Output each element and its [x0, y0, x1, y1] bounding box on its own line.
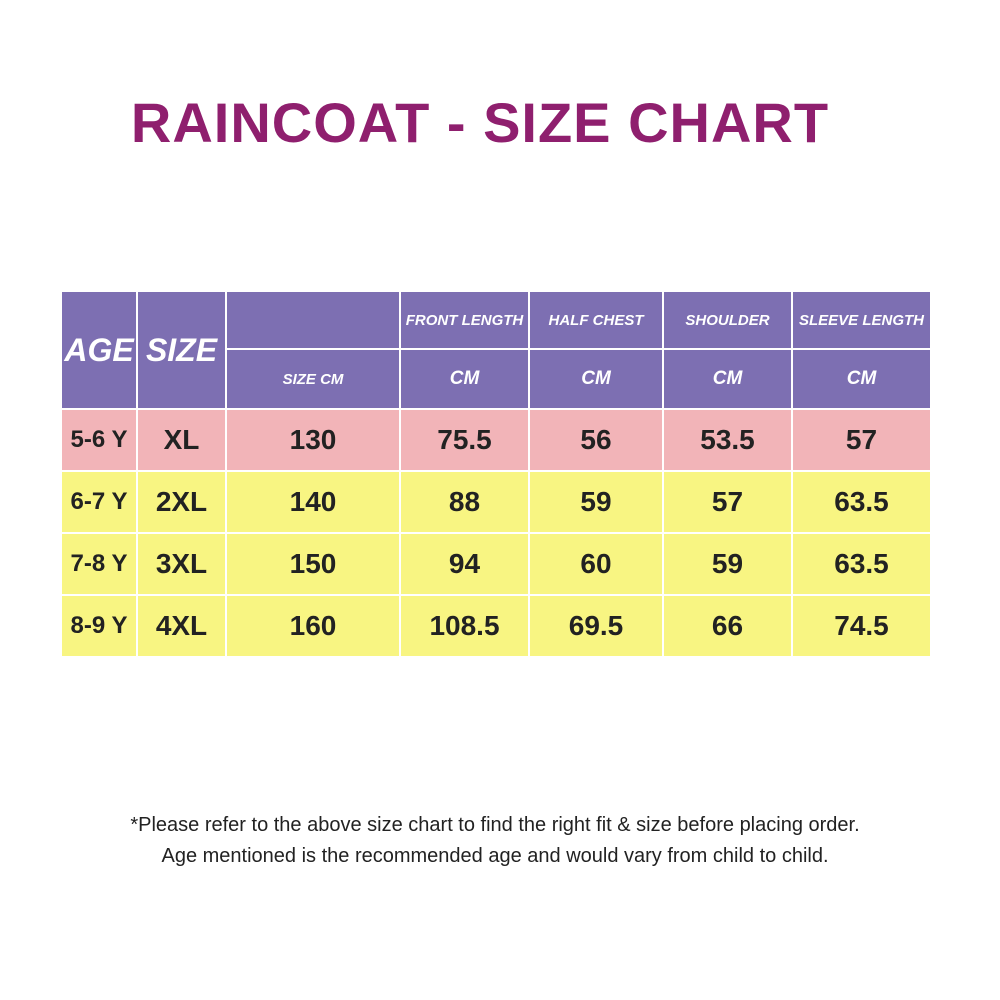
header-size: SIZE	[136, 290, 227, 410]
measurement-cell: 130	[225, 408, 401, 472]
header-column-unit: CM	[662, 348, 793, 410]
size-chart-table: AGE SIZE FRONT LENGTH HALF CHEST SHOULDE…	[60, 290, 932, 658]
header-column-label: HALF CHEST	[528, 290, 664, 350]
page-title: RAINCOAT - SIZE CHART	[130, 91, 830, 154]
measurement-cell: 74.5	[791, 594, 932, 658]
measurement-cell: 63.5	[791, 532, 932, 596]
measurement-cell: 94	[399, 532, 530, 596]
age-cell: 7-8 Y	[60, 532, 138, 596]
measurement-cell: 160	[225, 594, 401, 658]
table-row: 7-8 Y 3XL 150 94 60 59 63.5	[60, 532, 932, 596]
measurement-cell: 57	[791, 408, 932, 472]
measurement-cell: 60	[528, 532, 664, 596]
size-cell: 4XL	[136, 594, 227, 658]
footnote-age: Age mentioned is the recommended age and…	[161, 845, 829, 867]
header-column-label	[225, 290, 401, 350]
measurement-cell: 75.5	[399, 408, 530, 472]
measurement-cell: 59	[662, 532, 793, 596]
age-cell: 6-7 Y	[60, 470, 138, 534]
footnote-refer: *Please refer to the above size chart to…	[130, 814, 860, 836]
measurement-cell: 69.5	[528, 594, 664, 658]
size-cell: 2XL	[136, 470, 227, 534]
header-unit-row: SIZE CM CM CM CM CM	[61, 348, 932, 410]
header-column-unit: SIZE CM	[225, 348, 401, 410]
size-cell: XL	[136, 408, 227, 472]
table-body: 5-6 Y XL 130 75.5 56 53.5 57 6-7 Y 2XL 140 88 59 57 6…	[60, 408, 932, 658]
age-cell: 5-6 Y	[60, 408, 138, 472]
measurement-cell: 150	[225, 532, 401, 596]
measurement-cell: 88	[399, 470, 530, 534]
measurement-cell: 63.5	[791, 470, 932, 534]
table-row: 8-9 Y 4XL 160 108.5 69.5 66 74.5	[60, 594, 932, 658]
header-column-unit: CM	[791, 348, 932, 410]
header-column-label: SHOULDER	[662, 290, 793, 350]
header-column-label: FRONT LENGTH	[399, 290, 530, 350]
header-age: AGE	[60, 290, 138, 410]
header-row: AGE SIZE FRONT LENGTH HALF CHEST SHOULDE…	[60, 290, 932, 410]
measurement-cell: 53.5	[662, 408, 793, 472]
header-column-label: SLEEVE LENGTH	[791, 290, 932, 350]
measurement-cell: 57	[662, 470, 793, 534]
table-row: 5-6 Y XL 130 75.5 56 53.5 57	[60, 408, 932, 472]
measurement-cell: 56	[528, 408, 664, 472]
measurement-cell: 140	[225, 470, 401, 534]
header-column-unit: CM	[528, 348, 664, 410]
measurement-cell: 108.5	[399, 594, 530, 658]
header-column-unit: CM	[399, 348, 530, 410]
measurement-cell: 66	[662, 594, 793, 658]
table-row: 6-7 Y 2XL 140 88 59 57 63.5	[60, 470, 932, 534]
measurement-cell: 59	[528, 470, 664, 534]
age-cell: 8-9 Y	[60, 594, 138, 658]
size-cell: 3XL	[136, 532, 227, 596]
